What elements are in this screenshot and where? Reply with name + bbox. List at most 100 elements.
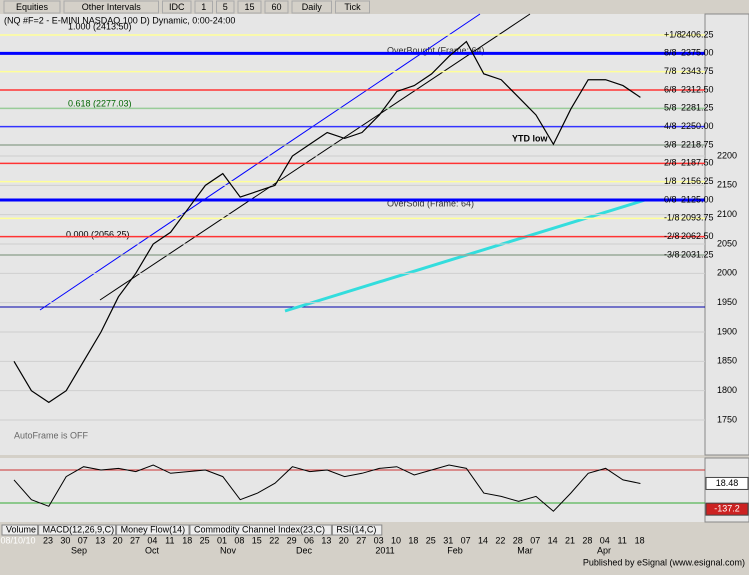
murrey-label: 8/8 xyxy=(664,48,677,58)
annotation: AutoFrame is OFF xyxy=(14,430,89,440)
date-label: 20 xyxy=(113,535,123,545)
date-label: 28 xyxy=(513,535,523,545)
indicator-tab[interactable] xyxy=(116,524,190,536)
tab-label[interactable]: MACD(12,26,9,C) xyxy=(43,524,115,534)
toolbar-button[interactable] xyxy=(237,0,262,14)
murrey-price: 2250.00 xyxy=(681,121,714,131)
chart-title: (NQ #F=2 - E-MINI NASDAQ 100 D) Dynamic,… xyxy=(4,15,235,25)
channel-line xyxy=(99,13,531,301)
date-label: 22 xyxy=(269,535,279,545)
channel-line xyxy=(39,13,481,311)
price-pane xyxy=(0,14,705,455)
indicator-tab[interactable] xyxy=(189,524,332,536)
month-label: Oct xyxy=(145,545,160,555)
month-label: Dec xyxy=(296,545,313,555)
annotation: YTD low xyxy=(512,133,548,143)
date-label: 13 xyxy=(321,535,331,545)
date-axis xyxy=(0,536,705,556)
indicator-tab[interactable] xyxy=(38,524,117,536)
murrey-label: 5/8 xyxy=(664,103,677,113)
date-label: 27 xyxy=(130,535,140,545)
date-label: 03 xyxy=(374,535,384,545)
toolbar-label[interactable]: Equities xyxy=(16,2,49,12)
footer: Published by eSignal (www.esignal.com) xyxy=(583,557,745,567)
date-label: 13 xyxy=(95,535,105,545)
murrey-label: 1/8 xyxy=(664,176,677,186)
murrey-label: 2/8 xyxy=(664,158,677,168)
toolbar-label[interactable]: IDC xyxy=(169,2,185,12)
toolbar-label[interactable]: 1 xyxy=(201,2,206,12)
price-line xyxy=(13,40,641,404)
y-tick-label: 2200 xyxy=(717,150,737,160)
value-box xyxy=(705,502,749,516)
tab-label[interactable]: Commodity Channel Index(23,C) xyxy=(194,524,325,534)
murrey-label: 0/8 xyxy=(664,194,677,204)
toolbar-label[interactable]: Daily xyxy=(302,2,323,12)
toolbar-label[interactable]: 5 xyxy=(223,2,228,12)
murrey-price: 2281.25 xyxy=(681,103,714,113)
value-label: -137.2 xyxy=(714,504,740,514)
month-label: Feb xyxy=(447,545,463,555)
date-label: 25 xyxy=(200,535,210,545)
toolbar-button[interactable] xyxy=(194,0,213,14)
date-label: 27 xyxy=(356,535,366,545)
murrey-price: 2187.50 xyxy=(681,158,714,168)
murrey-price: 2312.50 xyxy=(681,84,714,94)
murrey-price: 2343.75 xyxy=(681,66,714,76)
date-label: 01 xyxy=(217,535,227,545)
toolbar-button[interactable] xyxy=(335,0,370,14)
y-tick-label: 1900 xyxy=(717,326,737,336)
y-tick-label: 2150 xyxy=(717,180,737,190)
month-label: Nov xyxy=(220,545,237,555)
date-label: 11 xyxy=(618,535,627,545)
month-label: Sep xyxy=(71,545,87,555)
murrey-label: +1/8 xyxy=(664,29,682,39)
murrey-label: -1/8 xyxy=(664,213,680,223)
toolbar-label[interactable]: 15 xyxy=(244,2,254,12)
tab-label[interactable]: RSI(14,C) xyxy=(336,524,376,534)
y-tick-label: 1950 xyxy=(717,297,737,307)
murrey-price: 2125.00 xyxy=(681,194,714,204)
toolbar-button[interactable] xyxy=(264,0,289,14)
date-label: 11 xyxy=(165,535,174,545)
date-label: 08 xyxy=(234,535,244,545)
annotation: OverSold (Frame: 64) xyxy=(387,198,474,208)
toolbar-button[interactable] xyxy=(162,0,192,14)
toolbar-button[interactable] xyxy=(216,0,235,14)
price-axis xyxy=(704,13,749,456)
toolbar-button[interactable] xyxy=(63,0,159,14)
date-label: 25 xyxy=(426,535,436,545)
toolbar-button[interactable] xyxy=(3,0,61,14)
toolbar-label[interactable]: 60 xyxy=(271,2,281,12)
date-label: 23 xyxy=(43,535,53,545)
date-label: 07 xyxy=(461,535,471,545)
date-label: 18 xyxy=(182,535,192,545)
indicator-tab[interactable] xyxy=(1,524,39,536)
toolbar-label[interactable]: Tick xyxy=(344,2,361,12)
date-label: 04 xyxy=(600,535,610,545)
date-label: 22 xyxy=(495,535,505,545)
date-label: 14 xyxy=(478,535,488,545)
murrey-label: -3/8 xyxy=(664,249,680,259)
murrey-label: -2/8 xyxy=(664,231,680,241)
date-label: 28 xyxy=(582,535,592,545)
date-label: 07 xyxy=(530,535,540,545)
toolbar-button[interactable] xyxy=(291,0,332,14)
y-tick-label: 2000 xyxy=(717,268,737,278)
date-label: 07 xyxy=(78,535,88,545)
tab-label[interactable]: Volume xyxy=(6,524,36,534)
annotation: OverBought (Frame: 64) xyxy=(387,45,485,55)
indicator-tab[interactable] xyxy=(331,524,383,536)
date-label: 29 xyxy=(287,535,297,545)
annotation: 0.000 (2056.25) xyxy=(66,229,130,239)
murrey-label: 3/8 xyxy=(664,139,677,149)
tab-label[interactable]: Money Flow(14) xyxy=(121,524,186,534)
toolbar-label[interactable]: Other Intervals xyxy=(82,2,142,12)
date-label: 15 xyxy=(252,535,262,545)
month-label: Apr xyxy=(597,545,611,555)
month-label: Mar xyxy=(517,545,533,555)
murrey-label: 4/8 xyxy=(664,121,677,131)
indicator-pane xyxy=(0,458,705,522)
